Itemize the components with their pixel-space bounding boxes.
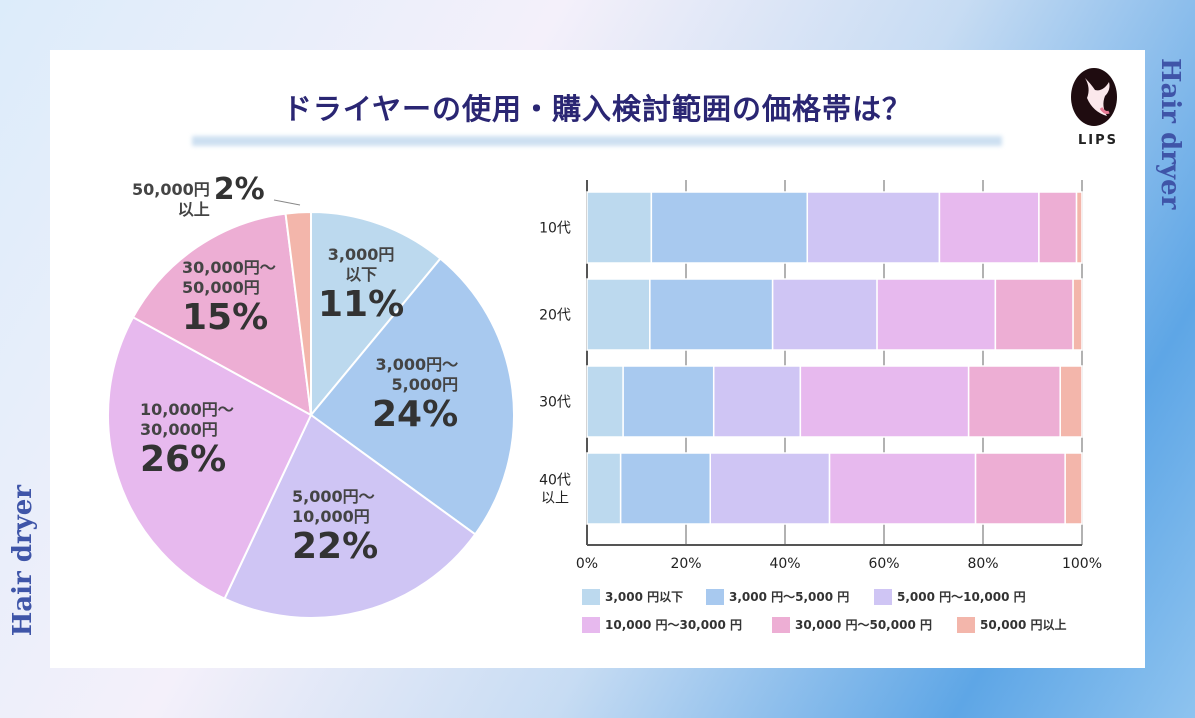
category-label: 40代 [539,473,571,489]
legend-swatch [582,588,600,605]
bar-segment [649,278,774,351]
side-text-right: Hair dryer [1155,58,1185,210]
pie-label: 30,000円～ 50,000円 15% [182,258,276,338]
bar-segment [967,365,1061,438]
logo-text: LIPS [1078,133,1119,148]
category-label: 30代 [539,395,571,411]
legend-label: 3,000 円以下 [605,590,684,604]
bar-segment [938,191,1040,264]
bar-segment [974,452,1066,525]
bar-segment [828,452,977,525]
pie-slice [309,257,515,536]
bar-segment [650,191,809,264]
legend-swatch [957,616,975,633]
title-underline [192,136,1002,146]
legend-label: 30,000 円～50,000 円 [795,618,932,632]
x-tick-label: 20% [670,556,701,572]
legend-label: 5,000 円～10,000 円 [897,590,1026,604]
bar-segment [806,191,941,264]
bar-segment [1038,191,1078,264]
x-tick-label: 100% [1062,556,1102,572]
bar-segment [1064,452,1083,525]
x-tick-label: 0% [576,556,598,572]
pie-slice [310,210,442,418]
bar-segment [1072,278,1083,351]
pie-slice [284,210,312,416]
pie-label: 10,000円～ 30,000円 26% [140,400,234,480]
x-tick-label: 40% [769,556,800,572]
legend-swatch [772,616,790,633]
chart-title: ドライヤーの使用・購入検討範囲の価格帯は？ [282,92,913,126]
bar-segment [771,278,878,351]
x-tick-label: 60% [868,556,899,572]
bar-segment [1075,191,1083,264]
bar-segment [712,365,802,438]
bar-segment [586,452,622,525]
bar-segment [1059,365,1083,438]
legend-swatch [582,616,600,633]
pie-label: 5,000円～ 10,000円 22% [292,487,379,567]
category-label: 20代 [539,308,571,324]
pie-label: 3,000円 以下 11% [318,245,405,325]
legend-item: 5,000 円～10,000 円 [874,588,1026,605]
bar-segment [709,452,831,525]
legend-swatch [706,588,724,605]
bar-segment [876,278,997,351]
bar-segment [994,278,1074,351]
legend-label: 50,000 円以上 [980,618,1067,632]
category-label: 以上 [541,491,569,507]
legend-item: 3,000 円以下 [582,588,683,605]
leader-line [273,199,301,206]
legend-item: 30,000 円～50,000 円 [772,616,932,633]
bar-segment [622,365,715,438]
pie-label: 50,000円 以上 2% [132,172,265,220]
legend-item: 10,000 円～30,000 円 [582,616,742,633]
x-tick-label: 80% [967,556,998,572]
bar-segment [799,365,970,438]
bar-segment [586,191,653,264]
bar-segment [586,365,624,438]
pie-label: 3,000円～ 5,000円 24% [372,355,459,435]
pie-slice [131,212,313,417]
category-label: 10代 [539,221,571,237]
lips-logo-icon [1071,68,1117,126]
legend-item: 3,000 円～5,000 円 [706,588,849,605]
legend-swatch [874,588,892,605]
bar-segment [619,452,712,525]
legend-item: 50,000 円以上 [957,616,1067,633]
legend-label: 10,000 円～30,000 円 [605,618,742,632]
bar-segment [586,278,651,351]
legend-label: 3,000 円～5,000 円 [729,590,850,604]
